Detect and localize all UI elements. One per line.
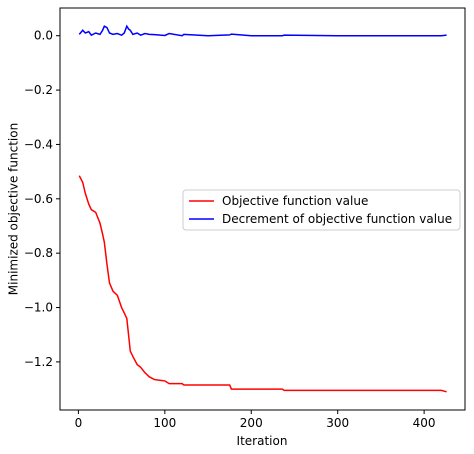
legend-box xyxy=(182,189,461,231)
y-tick-label: −0.4 xyxy=(24,137,53,151)
x-tick-label: 0 xyxy=(75,416,83,430)
legend-label: Objective function value xyxy=(222,194,368,208)
y-tick-label: −0.2 xyxy=(24,83,53,97)
x-tick-label: 100 xyxy=(153,416,176,430)
y-axis-label: Minimized objective function xyxy=(7,123,21,295)
x-tick-label: 300 xyxy=(326,416,349,430)
y-tick-label: −1.0 xyxy=(24,301,53,315)
series-line xyxy=(78,24,447,37)
series-line xyxy=(78,175,447,393)
x-axis-label: Iteration xyxy=(237,434,288,448)
y-tick-label: 0.0 xyxy=(34,29,53,43)
y-tick-label: −1.2 xyxy=(24,355,53,369)
plot-frame xyxy=(59,7,466,411)
legend-label: Decrement of objective function value xyxy=(222,212,452,226)
x-tick-label: 400 xyxy=(413,416,436,430)
y-tick-label: −0.6 xyxy=(24,192,53,206)
x-tick-label: 200 xyxy=(240,416,263,430)
y-tick-label: −0.8 xyxy=(24,246,53,260)
